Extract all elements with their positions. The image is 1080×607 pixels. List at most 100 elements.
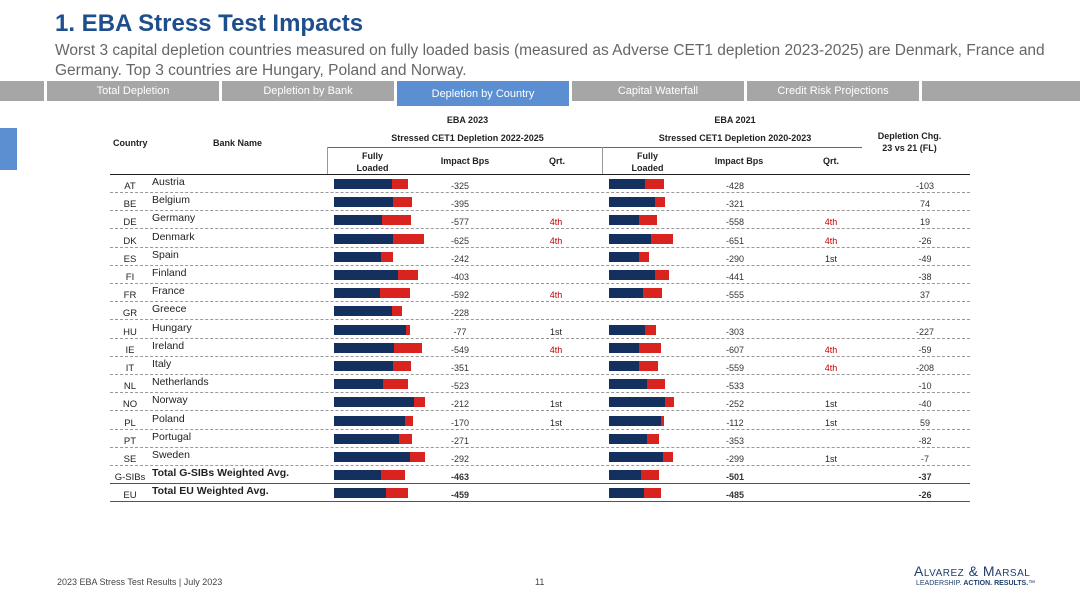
- fully-loaded-bar-2021: [609, 488, 661, 499]
- bar-segment-depletion: [641, 470, 660, 481]
- header-eba2023-sub: Stressed CET1 Depletion 2022-2025: [391, 133, 544, 143]
- bar-segment-base: [609, 379, 648, 390]
- impact-bps-2023: -228: [450, 308, 469, 319]
- bar-segment-base: [609, 324, 645, 335]
- bar-segment-depletion: [380, 470, 405, 481]
- depletion-change: -82: [918, 435, 932, 446]
- bar-segment-depletion: [409, 452, 426, 462]
- impact-bps-2021: -651: [725, 235, 744, 246]
- bar-segment-depletion: [382, 215, 411, 226]
- country-name: Denmark: [152, 230, 195, 243]
- bar-segment-depletion: [392, 197, 412, 208]
- country-code: SE: [123, 454, 137, 465]
- impact-bps-2023: -523: [450, 381, 469, 392]
- header-country: Country: [113, 138, 148, 148]
- country-name: Finland: [152, 267, 187, 279]
- fully-loaded-bar-2021: [609, 397, 674, 408]
- quartile-2021: 1st: [824, 399, 837, 410]
- fully-loaded-bar-2023: [334, 306, 403, 317]
- table-row: IT Italy -351 -559 4th -208: [110, 357, 970, 375]
- bar-segment-base: [609, 197, 655, 208]
- depletion-change: 59: [919, 417, 930, 428]
- impact-bps-2021: -303: [725, 326, 744, 337]
- bar-segment-base: [609, 470, 642, 481]
- fully-loaded-bar-2023: [334, 488, 409, 499]
- bar-segment-depletion: [654, 270, 669, 280]
- country-name: Netherlands: [152, 376, 209, 389]
- bar-segment-base: [334, 197, 393, 208]
- bar-segment-depletion: [414, 397, 426, 408]
- quartile-2023: 4th: [549, 235, 563, 246]
- impact-bps-2023: -325: [450, 181, 469, 191]
- bar-segment-base: [334, 306, 392, 317]
- depletion-change: -49: [918, 253, 932, 264]
- bar-segment-base: [334, 251, 381, 262]
- quartile-2023: 4th: [549, 344, 563, 355]
- country-name: Sweden: [152, 449, 190, 461]
- tab-total-depletion[interactable]: Total Depletion: [47, 81, 219, 101]
- impact-bps-2021: -559: [725, 363, 744, 373]
- impact-bps-2023: -577: [450, 217, 469, 228]
- bar-segment-depletion: [660, 415, 665, 426]
- country-name: Total EU Weighted Avg.: [152, 485, 269, 498]
- table-row: GR Greece -228: [110, 302, 970, 321]
- country-name: France: [152, 285, 185, 298]
- bar-segment-base: [609, 251, 639, 262]
- bar-segment-depletion: [639, 361, 659, 371]
- quartile-2023: 1st: [549, 399, 562, 410]
- country-code: IT: [125, 363, 135, 374]
- impact-bps-2021: -321: [725, 199, 744, 210]
- depletion-change: -38: [918, 272, 932, 282]
- bar-segment-depletion: [404, 415, 414, 426]
- quartile-2021: 4th: [824, 217, 838, 228]
- tab-depletion-by-bank[interactable]: Depletion by Bank: [222, 81, 394, 101]
- header-impact-2021: Impact Bps: [714, 156, 764, 166]
- tab-depletion-by-country[interactable]: Depletion by Country: [397, 81, 569, 106]
- country-code: DK: [123, 235, 137, 247]
- tagline-prefix: LEADERSHIP.: [916, 580, 964, 587]
- header-vrule-2021: [602, 147, 603, 175]
- table-row: ES Spain -242 -290 1st -49: [110, 248, 970, 266]
- bar-segment-depletion: [647, 433, 660, 444]
- table-row: NL Netherlands -523 -533 -10: [110, 375, 970, 394]
- bar-segment-base: [334, 324, 406, 335]
- bar-segment-base: [609, 342, 639, 353]
- fully-loaded-bar-2023: [334, 270, 418, 280]
- bar-segment-base: [334, 179, 392, 189]
- impact-bps-2021: -533: [725, 381, 744, 392]
- table-row: SE Sweden -292 -299 1st -7: [110, 448, 970, 466]
- country-code: PT: [123, 435, 137, 447]
- bar-segment-depletion: [391, 179, 409, 189]
- table-row: EU Total EU Weighted Avg. -459 -485 -26: [110, 484, 970, 503]
- quartile-2021: 4th: [824, 235, 838, 246]
- depletion-change: -37: [918, 472, 932, 483]
- header-bottom-rule: [110, 174, 970, 175]
- country-name: Hungary: [152, 321, 192, 334]
- fully-loaded-bar-2021: [609, 470, 660, 481]
- table-row: HU Hungary -77 1st -303 -227: [110, 321, 970, 339]
- bar-segment-base: [334, 215, 382, 226]
- bar-segment-depletion: [394, 342, 422, 353]
- fully-loaded-bar-2023: [334, 379, 409, 390]
- fully-loaded-bar-2021: [609, 233, 673, 244]
- header-eba2021-sub: Stressed CET1 Depletion 2020-2023: [658, 133, 812, 143]
- impact-bps-2023: -242: [450, 253, 469, 264]
- bar-segment-base: [334, 379, 384, 390]
- tab-capital-waterfall[interactable]: Capital Waterfall: [572, 81, 744, 101]
- bar-segment-depletion: [645, 324, 656, 335]
- tab-credit-risk-projections[interactable]: Credit Risk Projections: [747, 81, 919, 101]
- bar-segment-base: [609, 488, 644, 499]
- country-code: FR: [123, 290, 137, 302]
- depletion-change: -208: [915, 363, 934, 373]
- header-fully-loaded-2023: Fully Loaded: [356, 151, 389, 173]
- bar-segment-base: [334, 397, 415, 408]
- bar-segment-base: [609, 361, 639, 371]
- header-depletion-chg: Depletion Chg. 23 vs 21 (FL): [877, 131, 942, 153]
- country-name: Portugal: [152, 430, 192, 443]
- impact-bps-2023: -592: [450, 290, 469, 301]
- country-name: Belgium: [152, 194, 190, 207]
- fully-loaded-bar-2023: [334, 288, 410, 299]
- bar-segment-base: [609, 215, 639, 226]
- bar-segment-base: [334, 433, 399, 444]
- fully-loaded-bar-2023: [334, 179, 409, 189]
